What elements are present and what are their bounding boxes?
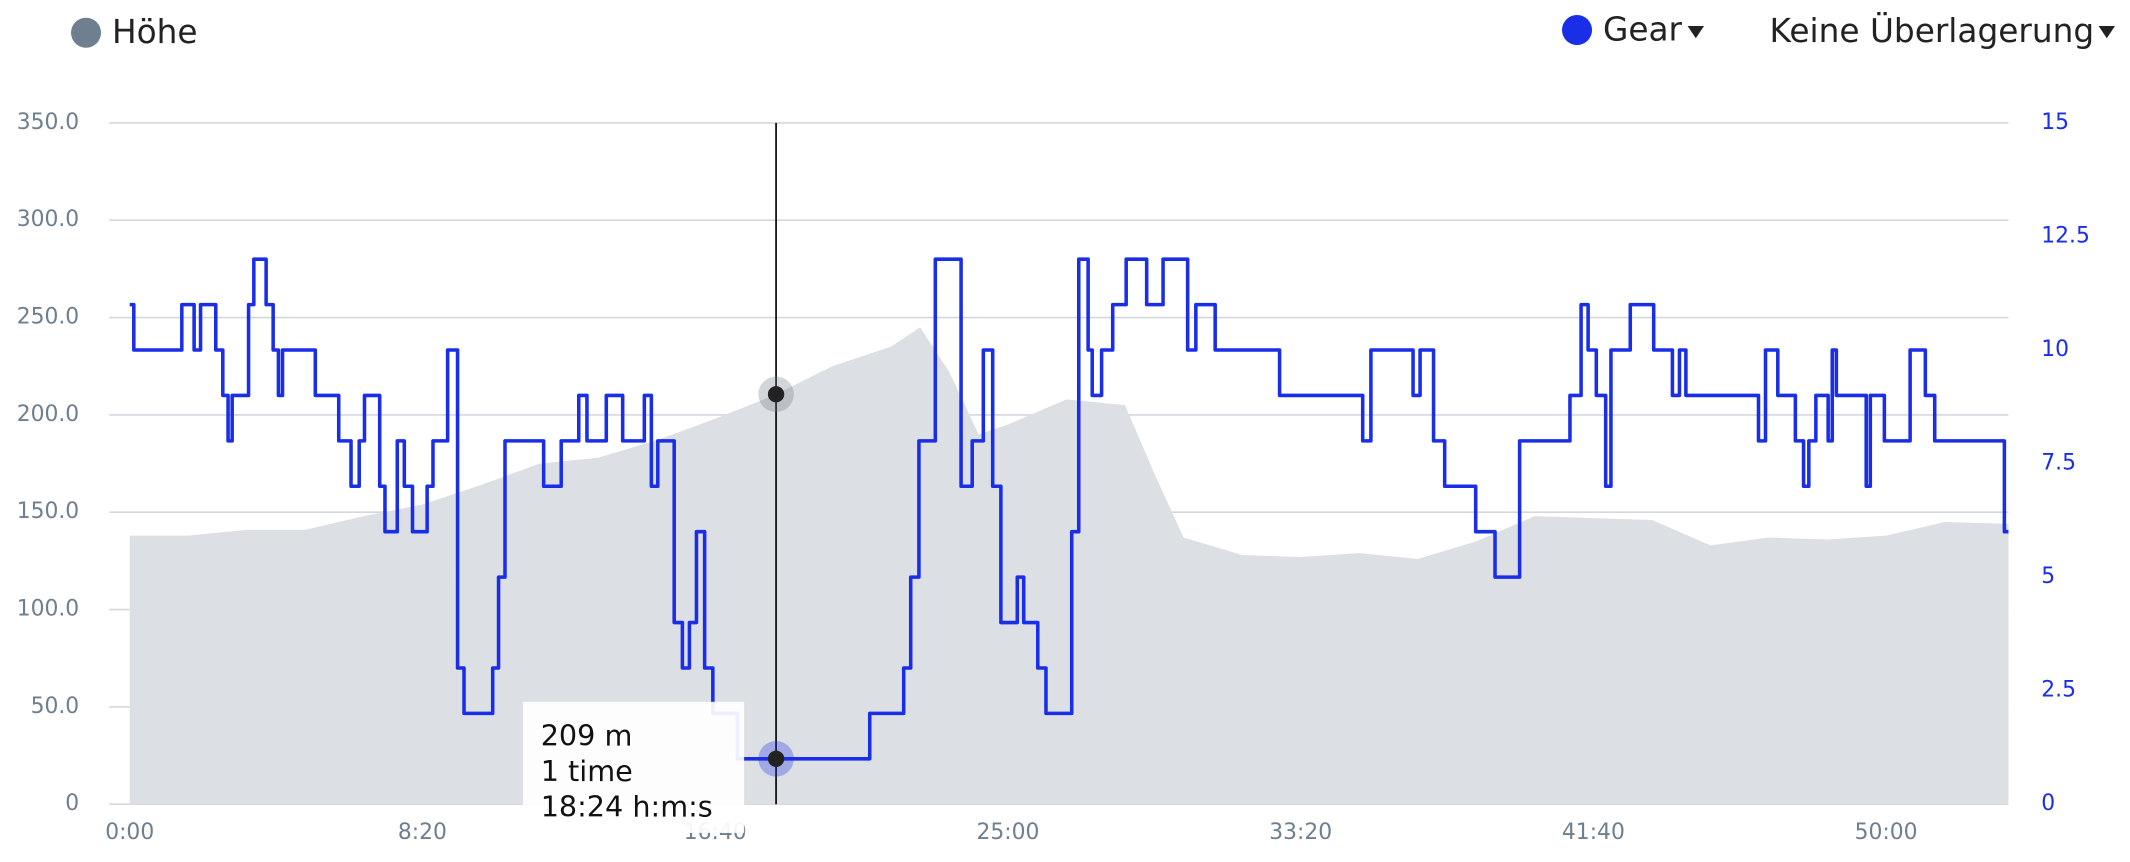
overlay-menu[interactable]: Keine Überlagerung [1770, 12, 2095, 50]
tooltip-box [522, 701, 745, 833]
elevation-area [129, 327, 2009, 805]
gear-line [129, 257, 2009, 761]
tooltip-line: 209 m [541, 718, 633, 752]
dropdown-arrow[interactable] [1687, 25, 1704, 39]
tooltip-line: 1 time [541, 754, 633, 788]
x-tick-label: 33:20 [1269, 820, 1332, 845]
y2-tick-label: 12.5 [2041, 223, 2090, 248]
y2-tick-label: 5 [2041, 564, 2055, 589]
hover-point [767, 386, 785, 403]
x-tick-label: 50:00 [1855, 820, 1918, 845]
y-tick-label: 150.0 [17, 499, 80, 524]
y-tick-label: 100.0 [17, 597, 80, 622]
dropdown-arrow[interactable] [2098, 25, 2115, 39]
x-tick-label: 0:00 [105, 820, 154, 845]
legend-dot [71, 17, 102, 48]
x-tick-label: 41:40 [1562, 820, 1625, 845]
legend-dot [1562, 15, 1593, 46]
hover-point [767, 750, 785, 767]
y2-tick-label: 2.5 [2041, 678, 2076, 703]
tooltip-line: 18:24 h:m:s [541, 789, 713, 823]
y-tick-label: 200.0 [17, 402, 80, 427]
y-tick-label: 300.0 [17, 207, 80, 232]
x-tick-label: 25:00 [976, 820, 1039, 845]
y2-tick-label: 15 [2041, 110, 2069, 135]
y-tick-label: 0 [65, 791, 79, 816]
plot-layer [109, 122, 2009, 806]
y2-tick-label: 10 [2041, 337, 2069, 362]
y2-tick-label: 7.5 [2041, 451, 2076, 476]
y-tick-label: 250.0 [17, 305, 80, 330]
legend-label[interactable]: Gear [1603, 10, 1683, 48]
x-tick-label: 8:20 [398, 820, 447, 845]
legend-label[interactable]: Höhe [112, 13, 198, 51]
y2-tick-label: 0 [2041, 791, 2055, 816]
y-tick-label: 350.0 [17, 110, 80, 135]
y-tick-label: 50.0 [31, 694, 80, 719]
